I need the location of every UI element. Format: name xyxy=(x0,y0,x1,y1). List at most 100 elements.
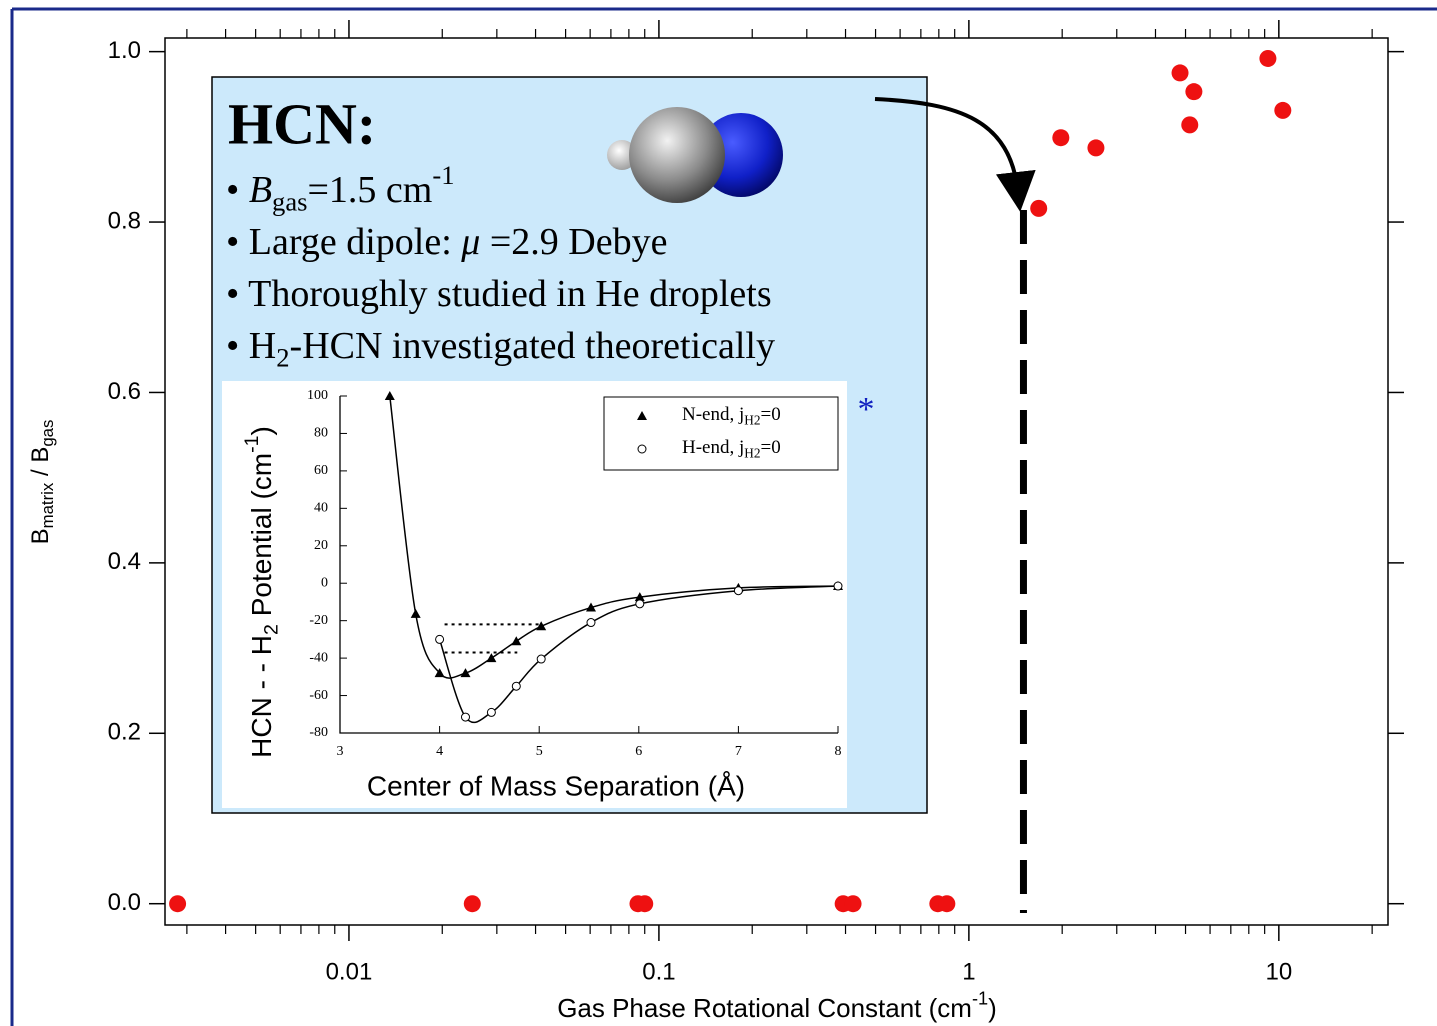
triangle-marker xyxy=(486,653,497,663)
h-atom xyxy=(607,140,637,170)
inset-x-tick-label: 5 xyxy=(536,744,543,759)
text-part: 2 xyxy=(276,343,289,373)
data-point xyxy=(1185,83,1203,101)
text-part: 2 xyxy=(261,624,283,635)
text-part: gas xyxy=(272,187,307,217)
circle-marker xyxy=(435,634,445,644)
data-point xyxy=(1274,101,1292,119)
text-part: • Thoroughly studied in He droplets xyxy=(226,273,772,315)
text-part: μ xyxy=(460,221,480,263)
inset-x-tick-label: 8 xyxy=(835,744,842,759)
inset-x-tick-label: 3 xyxy=(337,744,344,759)
circle-marker xyxy=(511,681,521,691)
y-tick-label: 1.0 xyxy=(108,37,141,64)
data-point xyxy=(636,895,654,913)
text-part: H2 xyxy=(744,446,760,461)
data-point xyxy=(1087,139,1105,157)
text-part: ) xyxy=(246,426,277,435)
inset-x-tick-label: 4 xyxy=(436,744,443,759)
x-tick-label: 0.1 xyxy=(642,958,675,985)
triangle-marker xyxy=(434,668,445,678)
text-part: Gas Phase Rotational Constant (cm xyxy=(557,993,972,1023)
triangle-marker xyxy=(585,602,596,612)
text-part: -1 xyxy=(241,435,263,452)
triangle-marker xyxy=(460,668,471,678)
inset-y-tick-label: 40 xyxy=(314,501,328,516)
arrow xyxy=(874,97,1036,212)
triangle-marker xyxy=(410,608,421,618)
legend-box xyxy=(603,396,839,471)
circle-marker xyxy=(460,712,470,722)
legend-label: N-end, jH2=0 xyxy=(682,404,781,427)
x-tick-label: 10 xyxy=(1265,958,1292,985)
data-point xyxy=(938,895,956,913)
text-part: / B xyxy=(27,447,54,483)
data-point xyxy=(1181,116,1199,134)
note: * xyxy=(858,391,875,428)
text-part: Potential (cm xyxy=(246,453,277,624)
text-part: H2 xyxy=(744,413,760,428)
text-part: -1 xyxy=(972,988,988,1008)
inset-y-tick-label: -20 xyxy=(309,613,328,628)
data-point xyxy=(844,895,862,913)
text-part: B xyxy=(27,528,54,544)
box-title: HCN: xyxy=(228,91,376,156)
data-point xyxy=(1030,199,1048,217)
inset-y-tick-label: 0 xyxy=(321,575,328,590)
text-part: matrix xyxy=(39,482,58,528)
data-point xyxy=(169,895,187,913)
text-part: -HCN investigated theoretically xyxy=(290,325,775,367)
inset-y-tick-label: -60 xyxy=(309,688,328,703)
circle-marker xyxy=(637,444,647,454)
inset-y-tick-label: -40 xyxy=(309,650,328,665)
bullet: • Large dipole: μ =2.9 Debye xyxy=(226,221,667,263)
data-point xyxy=(1259,49,1277,67)
inset-y-axis-label: HCN - - H2 Potential (cm-1) xyxy=(241,426,283,758)
text-part: =2.9 Debye xyxy=(480,221,667,263)
text-part: • xyxy=(226,169,249,211)
text-part: • Large dipole: xyxy=(226,221,461,263)
text-part: HCN - - H xyxy=(246,635,277,758)
triangle-marker xyxy=(511,636,522,646)
y-axis-label: Bmatrix / Bgas xyxy=(27,420,57,545)
bullet: • Bgas=1.5 cm-1 xyxy=(226,160,455,217)
text-part: =0 xyxy=(761,437,781,458)
triangle-marker xyxy=(634,592,645,602)
y-tick-label: 0.8 xyxy=(108,207,141,234)
inset-y-tick-label: -80 xyxy=(309,725,328,740)
x-tick-label: 1 xyxy=(962,958,975,985)
y-tick-label: 0.6 xyxy=(108,378,141,405)
inset-y-tick-label: 60 xyxy=(314,463,328,478)
triangle-marker xyxy=(384,391,395,400)
x-tick-label: 0.01 xyxy=(326,958,373,985)
text-part: • H xyxy=(226,325,276,367)
y-tick-label: 0.4 xyxy=(108,548,141,575)
bullet: • H2-HCN investigated theoretically xyxy=(226,325,775,373)
text-part: B xyxy=(249,169,272,211)
inset-x-tick-label: 7 xyxy=(735,744,742,759)
circle-marker xyxy=(486,707,496,717)
data-point xyxy=(1052,129,1070,147)
text-part: gas xyxy=(39,420,58,447)
text-part: N-end, j xyxy=(682,404,744,425)
inset-y-tick-label: 80 xyxy=(314,426,328,441)
text-part: =0 xyxy=(761,404,781,425)
c-atom xyxy=(629,107,725,203)
inset-y-tick-label: 20 xyxy=(314,538,328,553)
text-part: -1 xyxy=(432,160,454,190)
circle-marker xyxy=(586,618,596,628)
text-part: H-end, j xyxy=(682,437,744,458)
text-part: =1.5 cm xyxy=(307,169,432,211)
y-tick-label: 0.0 xyxy=(108,889,141,916)
x-axis-label: Gas Phase Rotational Constant (cm-1) xyxy=(557,988,997,1022)
inset-y-tick-label: 100 xyxy=(307,388,328,403)
circle-marker xyxy=(833,581,843,591)
y-tick-label: 0.2 xyxy=(108,719,141,746)
text-part: ) xyxy=(988,993,997,1023)
inset-x-axis-label: Center of Mass Separation (Å) xyxy=(367,770,745,801)
data-point xyxy=(1171,64,1189,82)
plot-frame xyxy=(164,37,1389,926)
data-point xyxy=(463,895,481,913)
circle-marker xyxy=(635,599,645,609)
